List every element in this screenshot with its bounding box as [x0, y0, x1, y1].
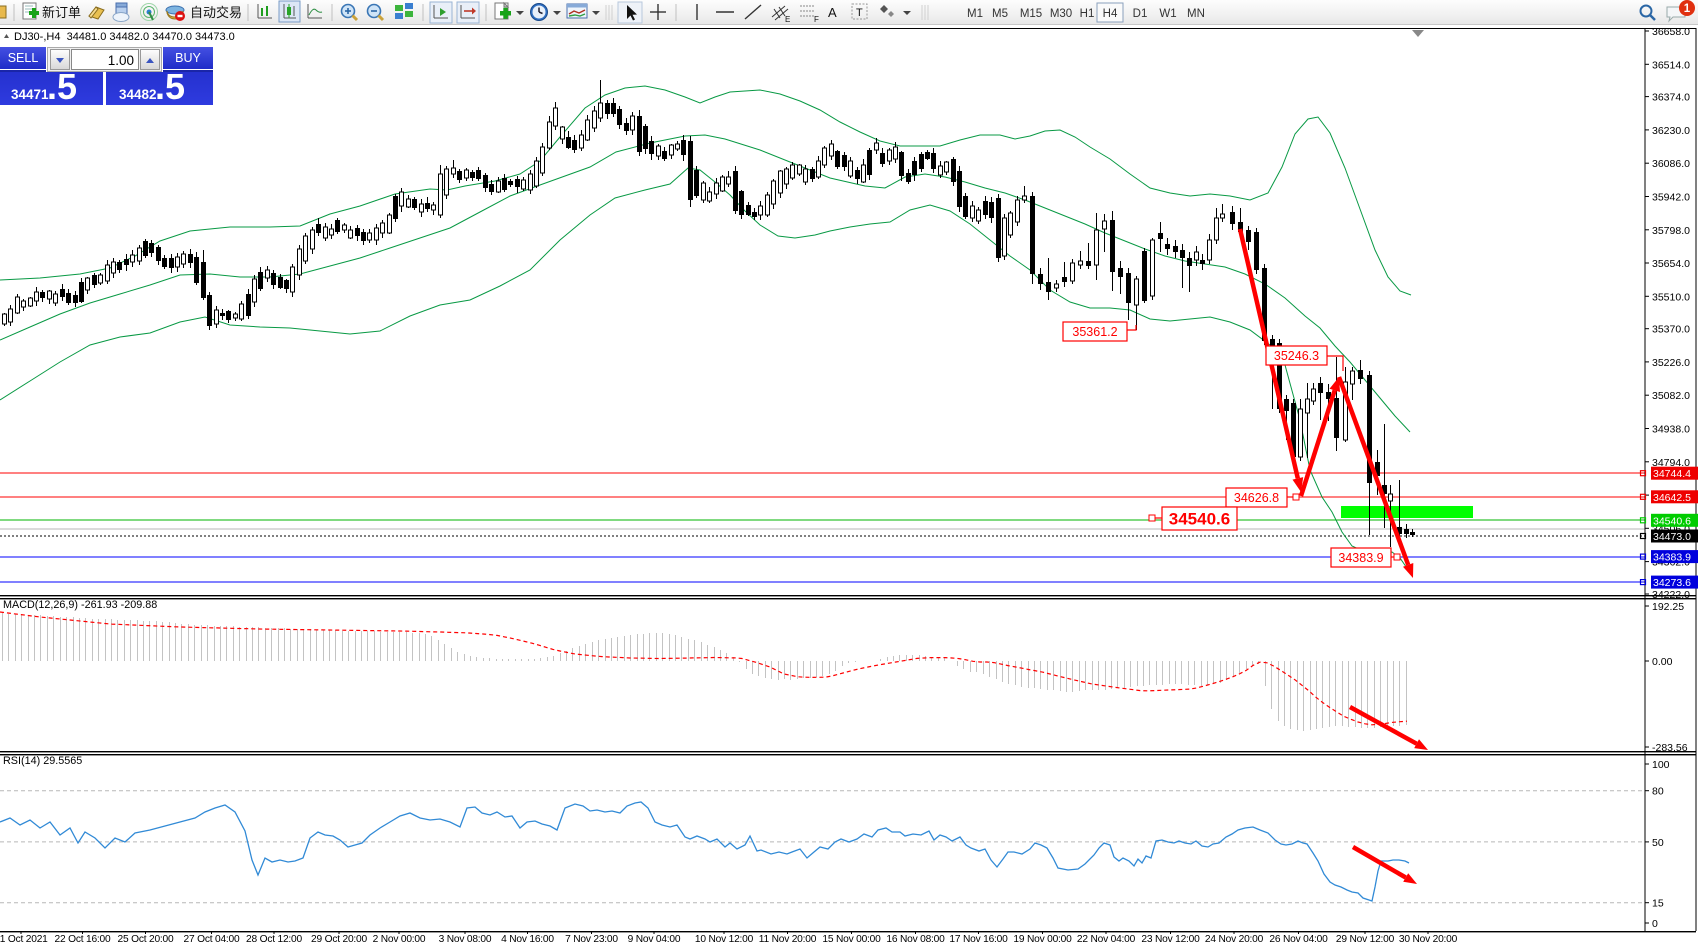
svg-text:21 Oct 2021: 21 Oct 2021 — [0, 934, 48, 945]
svg-text:34383.9: 34383.9 — [1653, 552, 1691, 564]
svg-text:36230.0: 36230.0 — [1652, 125, 1690, 137]
svg-text:34383.9: 34383.9 — [1338, 551, 1383, 565]
svg-text:35361.2: 35361.2 — [1072, 325, 1117, 339]
svg-text:34222.0: 34222.0 — [1652, 589, 1690, 601]
svg-text:新订单: 新订单 — [42, 5, 81, 20]
svg-text:100: 100 — [1652, 759, 1670, 771]
svg-text:50: 50 — [1652, 837, 1664, 849]
svg-text:35942.0: 35942.0 — [1652, 192, 1690, 204]
svg-text:36086.0: 36086.0 — [1652, 158, 1690, 170]
svg-text:192.25: 192.25 — [1652, 601, 1684, 613]
svg-text:D1: D1 — [1133, 8, 1148, 20]
svg-text:28 Oct 12:00: 28 Oct 12:00 — [246, 934, 302, 945]
svg-text:M1: M1 — [967, 8, 983, 20]
svg-text:F: F — [814, 15, 819, 24]
svg-text:34473.0: 34473.0 — [1653, 531, 1691, 543]
svg-text:23 Nov 12:00: 23 Nov 12:00 — [1141, 934, 1200, 945]
svg-text:35370.0: 35370.0 — [1652, 324, 1690, 336]
svg-text:34626.8: 34626.8 — [1234, 491, 1279, 505]
svg-text:30 Nov 20:00: 30 Nov 20:00 — [1399, 934, 1458, 945]
svg-text:80: 80 — [1652, 786, 1664, 798]
svg-text:35226.0: 35226.0 — [1652, 357, 1690, 369]
svg-text:34794.0: 34794.0 — [1652, 457, 1690, 469]
svg-text:M30: M30 — [1050, 8, 1072, 20]
svg-text:36514.0: 36514.0 — [1652, 59, 1690, 71]
svg-text:34540.6: 34540.6 — [1169, 510, 1230, 529]
svg-text:35654.0: 35654.0 — [1652, 258, 1690, 270]
svg-text:1: 1 — [1684, 3, 1691, 15]
svg-text:-283.56: -283.56 — [1652, 742, 1688, 754]
svg-text:36374.0: 36374.0 — [1652, 92, 1690, 104]
svg-text:MACD(12,26,9) -261.93 -209.88: MACD(12,26,9) -261.93 -209.88 — [3, 599, 157, 611]
svg-text:7 Nov 23:00: 7 Nov 23:00 — [565, 934, 618, 945]
svg-text:H4: H4 — [1103, 8, 1118, 20]
svg-text:25 Oct 20:00: 25 Oct 20:00 — [118, 934, 174, 945]
svg-text:A: A — [828, 5, 837, 20]
svg-text:34273.6: 34273.6 — [1653, 577, 1691, 589]
svg-text:27 Oct 04:00: 27 Oct 04:00 — [184, 934, 240, 945]
svg-text:4 Nov 16:00: 4 Nov 16:00 — [501, 934, 554, 945]
svg-text:35082.0: 35082.0 — [1652, 390, 1690, 402]
svg-text:34938.0: 34938.0 — [1652, 424, 1690, 436]
svg-text:35798.0: 35798.0 — [1652, 225, 1690, 237]
svg-text:10 Nov 12:00: 10 Nov 12:00 — [695, 934, 754, 945]
svg-text:H1: H1 — [1080, 8, 1095, 20]
svg-text:0: 0 — [1652, 918, 1658, 930]
svg-text:24 Nov 20:00: 24 Nov 20:00 — [1205, 934, 1264, 945]
svg-text:3 Nov 08:00: 3 Nov 08:00 — [439, 934, 492, 945]
svg-text:35510.0: 35510.0 — [1652, 291, 1690, 303]
svg-text:34642.5: 34642.5 — [1653, 492, 1691, 504]
svg-text:RSI(14) 29.5565: RSI(14) 29.5565 — [3, 755, 82, 767]
svg-text:9 Nov 04:00: 9 Nov 04:00 — [628, 934, 681, 945]
svg-text:M15: M15 — [1020, 8, 1042, 20]
svg-text:36658.0: 36658.0 — [1652, 26, 1690, 38]
svg-text:自动交易: 自动交易 — [190, 5, 242, 20]
svg-text:MN: MN — [1187, 8, 1205, 20]
svg-text:2 Nov 00:00: 2 Nov 00:00 — [373, 934, 426, 945]
svg-text:15 Nov 00:00: 15 Nov 00:00 — [822, 934, 881, 945]
svg-text:34744.4: 34744.4 — [1653, 468, 1691, 480]
svg-text:22 Oct 16:00: 22 Oct 16:00 — [55, 934, 111, 945]
svg-text:T: T — [856, 7, 863, 19]
svg-text:34540.6: 34540.6 — [1653, 515, 1691, 527]
svg-text:M5: M5 — [992, 8, 1008, 20]
svg-text:E: E — [785, 15, 790, 24]
svg-text:29 Nov 12:00: 29 Nov 12:00 — [1336, 934, 1395, 945]
svg-text:11 Nov 20:00: 11 Nov 20:00 — [759, 934, 817, 945]
svg-text:35246.3: 35246.3 — [1274, 349, 1319, 363]
svg-text:26 Nov 04:00: 26 Nov 04:00 — [1269, 934, 1328, 945]
svg-text:W1: W1 — [1159, 8, 1176, 20]
svg-text:17 Nov 16:00: 17 Nov 16:00 — [949, 934, 1008, 945]
svg-text:29 Oct 20:00: 29 Oct 20:00 — [311, 934, 367, 945]
svg-text:0.00: 0.00 — [1652, 656, 1673, 668]
svg-text:22 Nov 04:00: 22 Nov 04:00 — [1077, 934, 1136, 945]
svg-text:15: 15 — [1652, 898, 1664, 910]
svg-text:19 Nov 00:00: 19 Nov 00:00 — [1013, 934, 1072, 945]
svg-text:16 Nov 08:00: 16 Nov 08:00 — [886, 934, 945, 945]
svg-text:DJ30-,H4 34481.0 34482.0 3447: DJ30-,H4 34481.0 34482.0 34470.0 34473.0 — [14, 31, 235, 43]
